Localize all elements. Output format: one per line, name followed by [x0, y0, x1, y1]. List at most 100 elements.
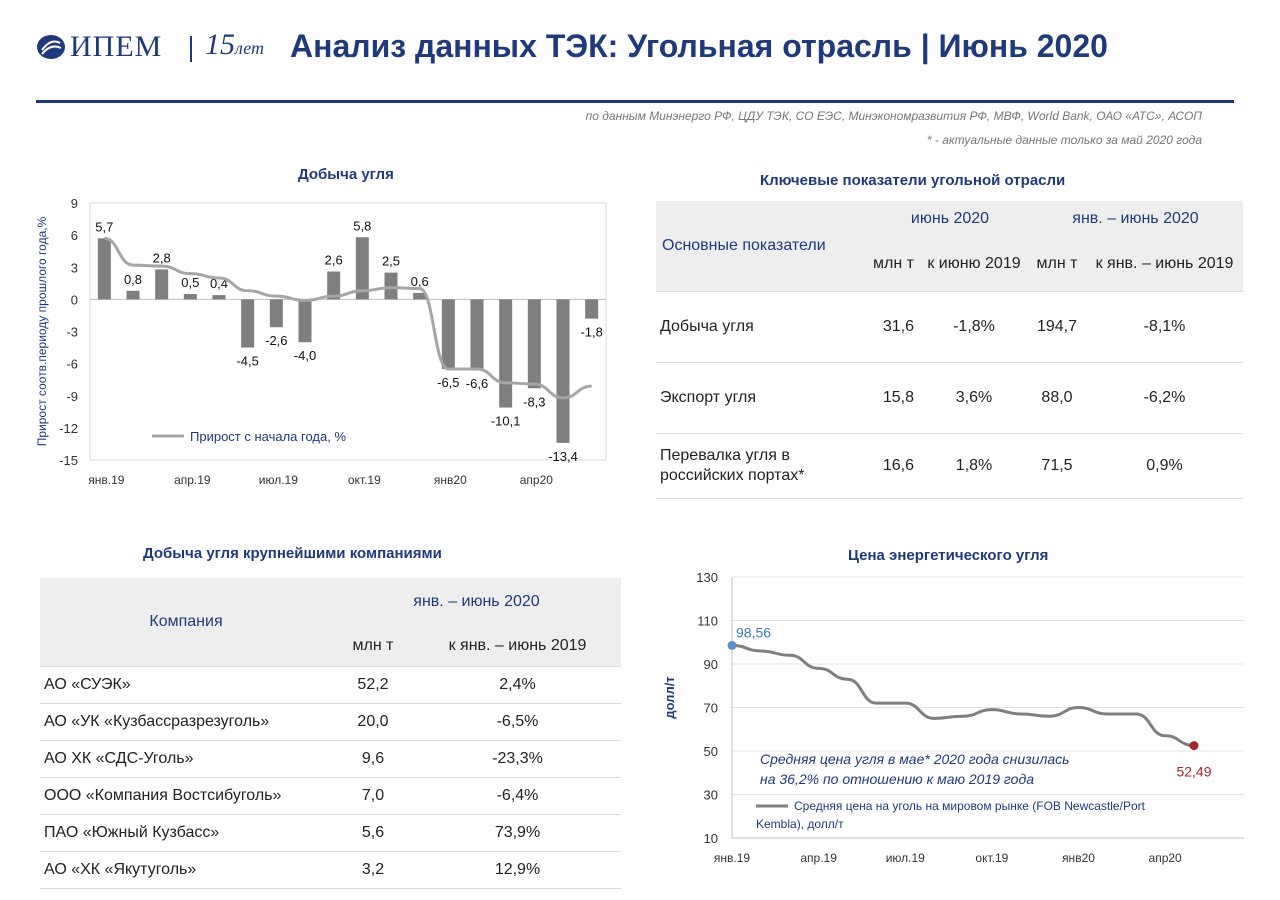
x-tick-label: янв20 [434, 473, 467, 487]
y-tick-label: -9 [66, 389, 78, 404]
y-tick-label: 110 [697, 614, 718, 629]
table-row: Экспорт угля 15,8 3,6% 88,0 -6,2% [656, 362, 1243, 434]
price-line [731, 643, 1195, 748]
bar [298, 299, 312, 343]
kpi-change: 0,9% [1086, 433, 1243, 499]
logo-divider [190, 36, 192, 62]
company-name: АО ХК «СДС-Уголь» [40, 740, 332, 778]
company-value: 3,2 [332, 851, 414, 889]
company-table-title: Добыча угля крупнейшими компаниями [143, 545, 442, 562]
bar [97, 238, 111, 300]
footnote: * - актуальные данные только за май 2020… [926, 133, 1202, 147]
data-label: -1,8 [580, 325, 602, 340]
company-change: 2,4% [414, 666, 621, 704]
bar [499, 299, 513, 408]
company-column-header: Компания [149, 613, 223, 630]
bar [327, 271, 341, 300]
company-group-header: янв. – июнь 2020 [413, 593, 540, 610]
x-tick-label: апр.19 [800, 851, 837, 865]
anniversary-word: лет [235, 38, 265, 58]
data-label: -4,0 [294, 348, 316, 363]
price-chart: 130 110 90 70 50 30 10 янв.19 апр.19 июл.19 окт.19… [662, 570, 1244, 865]
data-label: 5,8 [353, 218, 371, 233]
logo-text: ИПЕМ [70, 30, 163, 63]
kpi-change: -1,8% [920, 291, 1028, 363]
source-note: по данным Минэнерго РФ, ЦДУ ТЭК, СО ЕЭС,… [585, 109, 1202, 123]
x-tick-label: июл.19 [886, 851, 925, 865]
y-tick-label: 130 [696, 570, 718, 585]
cumulative-line [104, 236, 592, 400]
end-point-label: 52,49 [1176, 764, 1211, 780]
company-name: АО «ХК «Якутуголь» [40, 851, 332, 889]
company-value: 20,0 [332, 703, 414, 741]
x-tick-label: июл.19 [259, 473, 298, 487]
x-tick-label: апр20 [520, 473, 554, 487]
y-tick-label: 50 [704, 744, 718, 759]
bar [241, 299, 255, 348]
data-label: -4,5 [236, 354, 258, 369]
data-label: 0,8 [124, 272, 142, 287]
y-tick-label: -12 [59, 421, 78, 436]
company-name: ООО «Компания Востсибуголь» [40, 777, 332, 815]
kpi-row-label: Экспорт угля [656, 362, 853, 434]
kpi-group-ytd: янв. – июнь 2020 [1072, 210, 1199, 227]
company-value: 7,0 [332, 777, 414, 815]
company-name: АО «СУЭК» [40, 666, 332, 704]
kpi-value: 15,8 [853, 362, 920, 434]
production-chart: 9 6 3 0 -3 -6 -9 -12 -15 янв.19 апр.19 июл.19 окт.19… [35, 196, 607, 487]
data-label: 2,5 [382, 254, 400, 269]
bar [212, 295, 226, 300]
company-change: 73,9% [414, 814, 621, 852]
y-tick-label: 9 [71, 196, 78, 211]
anniversary-number: 15 [205, 28, 235, 61]
company-value: 5,6 [332, 814, 414, 852]
start-point-label: 98,56 [736, 624, 771, 640]
bar [155, 269, 169, 300]
price-chart-title: Цена энергетического угля [848, 547, 1049, 564]
header-divider [36, 100, 1234, 103]
plot-frame [89, 202, 607, 461]
annotation-line-1: Средняя цена угля в мае* 2020 года снизи… [760, 751, 1070, 767]
kpi-sub-yoy-1: к июню 2019 [927, 255, 1021, 272]
x-tick-label: янв.19 [88, 473, 125, 487]
table-row: АО «ХК «Якутуголь» 3,2 12,9% [40, 851, 621, 889]
table-row: ООО «Компания Востсибуголь» 7,0 -6,4% [40, 777, 621, 815]
y-tick-label: 0 [71, 292, 78, 307]
y-tick-label: -3 [66, 325, 78, 340]
company-change: -23,3% [414, 740, 621, 778]
company-name: АО «УК «Кузбассразрезуголь» [40, 703, 332, 741]
company-name: ПАО «Южный Кузбасс» [40, 814, 332, 852]
kpi-value: 16,6 [853, 433, 920, 499]
data-label: 0,5 [181, 275, 199, 290]
company-value: 52,2 [332, 666, 414, 704]
y-tick-label: 70 [704, 701, 718, 716]
kpi-table: Основные показатели июнь 2020 янв. – июн… [656, 201, 1243, 499]
kpi-table-title: Ключевые показатели угольной отрасли [760, 172, 1066, 189]
production-chart-title: Добыча угля [298, 166, 394, 183]
kpi-change: -6,2% [1086, 362, 1243, 434]
bar [470, 299, 484, 371]
bar [183, 294, 197, 300]
company-table: Компания янв. – июнь 2020 млн т к янв. –… [40, 578, 621, 889]
data-label: -6,5 [437, 375, 459, 390]
table-row: АО «СУЭК» 52,2 2,4% [40, 666, 621, 704]
x-tick-label: апр20 [1149, 851, 1183, 865]
kpi-row-label: Добыча угля [656, 291, 853, 363]
y-tick-label: 10 [704, 831, 718, 846]
kpi-row-header: Основные показатели [662, 237, 826, 254]
data-label: 0,6 [411, 274, 429, 289]
x-tick-label: апр.19 [174, 473, 211, 487]
bar [527, 299, 541, 389]
kpi-change: -8,1% [1086, 291, 1243, 363]
y-axis-label: долл/т [662, 676, 677, 718]
start-point [727, 640, 737, 650]
data-label: -6,6 [466, 376, 488, 391]
bar [556, 299, 570, 443]
kpi-row-label: Перевалка угля в российских портах* [656, 433, 853, 499]
company-sub-yoy: к янв. – июнь 2019 [448, 637, 587, 654]
table-row: Перевалка угля в российских портах* 16,6… [656, 433, 1243, 499]
kpi-value: 194,7 [1028, 291, 1086, 363]
x-tick-label: янв.19 [714, 851, 751, 865]
kpi-header-row: Основные показатели июнь 2020 янв. – июн… [656, 201, 1243, 254]
table-row: АО ХК «СДС-Уголь» 9,6 -23,3% [40, 740, 621, 778]
